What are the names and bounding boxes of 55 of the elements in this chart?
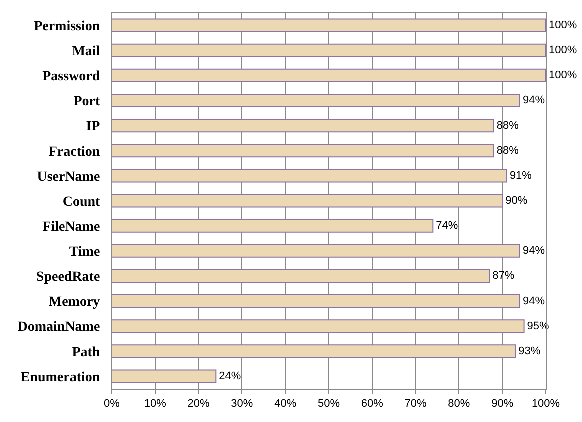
y-tick-label: Fraction [48,144,100,160]
bar [112,194,504,208]
x-tick-label: 60% [361,398,384,410]
data-label: 88% [496,120,520,132]
y-tick-label: Memory [48,295,100,310]
bar [112,320,525,334]
bar [112,44,546,58]
y-tick-label: FileName [42,220,100,235]
bar [112,370,217,384]
data-label: 100% [549,70,578,82]
x-tick-label: 80% [448,398,470,410]
x-tick-label: 90% [492,398,514,410]
y-tick-label: Enumeration [20,370,100,386]
bar [112,94,520,108]
data-label: 74% [436,220,458,232]
data-label: 24% [219,370,242,382]
data-label: 94% [522,295,546,308]
bar [112,244,520,258]
data-label: 90% [506,195,528,207]
y-tick-label: Mail [72,44,100,60]
bar [112,219,434,233]
y-tick-label: Count [62,194,101,210]
data-label: 87% [492,270,515,282]
y-tick-label: UserName [37,170,100,185]
y-tick-label: Permission [34,19,100,34]
bar [112,169,508,183]
data-label: 100% [549,44,578,57]
bar [112,144,494,158]
data-label: 94% [522,94,546,107]
bar [112,344,516,358]
x-tick-label: 50% [318,398,340,410]
data-label: 88% [496,144,520,157]
x-tick-label: 10% [144,398,167,410]
bar [112,294,520,308]
x-tick-label: 100% [532,398,560,410]
bar [112,269,490,283]
x-tick-label: 0% [104,398,120,410]
x-tick-label: 20% [188,398,210,410]
y-tick-label: DomainName [18,320,100,336]
bar [112,18,546,32]
y-tick-label: Password [42,70,100,85]
data-label: 94% [522,245,546,258]
x-tick-label: 70% [404,398,428,410]
y-tick-label: Time [69,245,100,260]
data-label: 91% [510,170,532,182]
x-tick-label: 30% [231,398,254,410]
y-tick-label: Path [72,345,100,360]
x-tick-label: 40% [274,398,297,410]
bar [112,68,546,82]
y-tick-label: Port [74,94,101,110]
data-label: 93% [518,345,541,358]
y-tick-label: IP [86,120,101,135]
bar [112,119,494,133]
data-label: 100% [549,20,578,32]
y-tick-label: SpeedRate [36,270,100,286]
